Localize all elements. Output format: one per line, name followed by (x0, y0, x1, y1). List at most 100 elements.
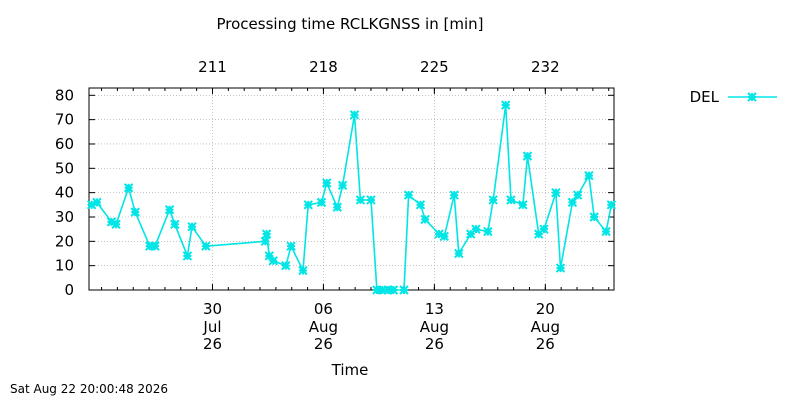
x2-tick-label: 211 (198, 58, 227, 76)
data-point (572, 190, 583, 200)
data-point (483, 226, 493, 237)
legend-marker (747, 92, 757, 102)
data-point (589, 212, 599, 222)
data-point-stroke (170, 219, 180, 229)
series-del (86, 100, 617, 295)
data-point-stroke (106, 217, 117, 227)
footer-timestamp: Sat Aug 22 20:00:48 2026 (10, 382, 169, 396)
data-point (439, 231, 449, 242)
x-tick-label-month: Jul (202, 318, 221, 336)
data-point (506, 195, 516, 205)
data-point (303, 200, 313, 210)
data-point-stroke (187, 222, 197, 232)
x-tick-label-year: 26 (203, 335, 222, 353)
x-tick-label-day: 06 (314, 300, 333, 318)
data-point-stroke (337, 180, 348, 191)
y-tick-label: 10 (55, 257, 74, 275)
data-point (123, 183, 134, 193)
data-point (403, 190, 414, 200)
y-tick-label: 30 (55, 208, 74, 226)
data-point-stroke (286, 241, 296, 251)
data-point-stroke (449, 190, 459, 200)
data-point (260, 236, 271, 247)
data-point-stroke (349, 110, 360, 120)
data-point-stroke (567, 197, 578, 208)
data-point-stroke (589, 212, 599, 222)
data-point-stroke (551, 187, 561, 198)
data-point (449, 190, 459, 200)
data-point (555, 263, 566, 273)
data-point (551, 187, 561, 198)
data-point-stroke (332, 202, 343, 212)
x2-tick-label: 218 (309, 58, 338, 76)
data-point (366, 195, 376, 205)
x-tick-label-month: Aug (309, 318, 338, 336)
data-point-stroke (606, 200, 617, 210)
y-tick-label: 0 (64, 281, 74, 299)
data-point-stroke (572, 190, 583, 200)
data-point (500, 100, 511, 110)
data-point-stroke (261, 229, 272, 239)
x-tick-label-year: 26 (314, 335, 333, 353)
data-point-stroke (111, 219, 121, 229)
data-point-stroke (420, 214, 430, 225)
data-point-stroke (281, 260, 291, 271)
x-tick-label-month: Aug (531, 318, 560, 336)
data-point-stroke (150, 241, 160, 251)
data-point (415, 200, 426, 210)
data-point-stroke (434, 229, 444, 239)
data-point-stroke (123, 183, 134, 193)
data-point-stroke (298, 265, 308, 276)
data-point-stroke (415, 200, 426, 210)
data-point-stroke (388, 285, 399, 295)
y-tick-label: 70 (55, 111, 74, 129)
axes: 0102030405060708030Jul2606Aug2613Aug2620… (55, 58, 615, 353)
data-point-stroke (747, 92, 757, 102)
grid (89, 88, 614, 290)
data-point (454, 248, 464, 259)
data-point-stroke (92, 197, 102, 208)
data-point-stroke (182, 251, 193, 261)
data-point-stroke (303, 200, 313, 210)
data-point-stroke (201, 241, 211, 251)
data-point (388, 285, 399, 295)
x2-tick-label: 232 (531, 58, 560, 76)
data-point (182, 251, 193, 261)
data-point (522, 151, 533, 161)
data-point-stroke (355, 195, 366, 205)
legend-label: DEL (690, 88, 720, 106)
data-point-stroke (584, 170, 594, 181)
data-point-stroke (260, 236, 271, 247)
legend: DEL (690, 88, 777, 106)
data-point (606, 200, 617, 210)
data-point (286, 241, 296, 251)
series-line (91, 104, 613, 291)
data-point-stroke (399, 285, 409, 295)
x-tick-label-year: 26 (536, 335, 555, 353)
data-point (518, 200, 528, 210)
data-point-stroke (264, 251, 274, 261)
data-point-stroke (522, 151, 533, 161)
data-point-stroke (130, 207, 140, 217)
data-point-stroke (439, 231, 449, 242)
y-tick-label: 40 (55, 184, 74, 202)
data-point-stroke (488, 195, 498, 205)
data-point (281, 260, 291, 271)
plot-frame (88, 87, 615, 291)
data-point-stroke (164, 204, 175, 215)
data-point (164, 204, 175, 215)
data-point-stroke (454, 248, 464, 259)
x-tick-label-day: 13 (425, 300, 444, 318)
data-point-stroke (471, 224, 481, 234)
data-point-stroke (601, 226, 611, 237)
data-point (316, 197, 327, 208)
data-point (567, 197, 578, 208)
data-point (539, 224, 549, 234)
data-point-stroke (403, 190, 414, 200)
data-point-stroke (555, 263, 566, 273)
data-point (355, 195, 366, 205)
data-point (584, 170, 594, 181)
data-point-stroke (518, 200, 528, 210)
chart-title: Processing time RCLKGNSS in [min] (217, 15, 484, 33)
